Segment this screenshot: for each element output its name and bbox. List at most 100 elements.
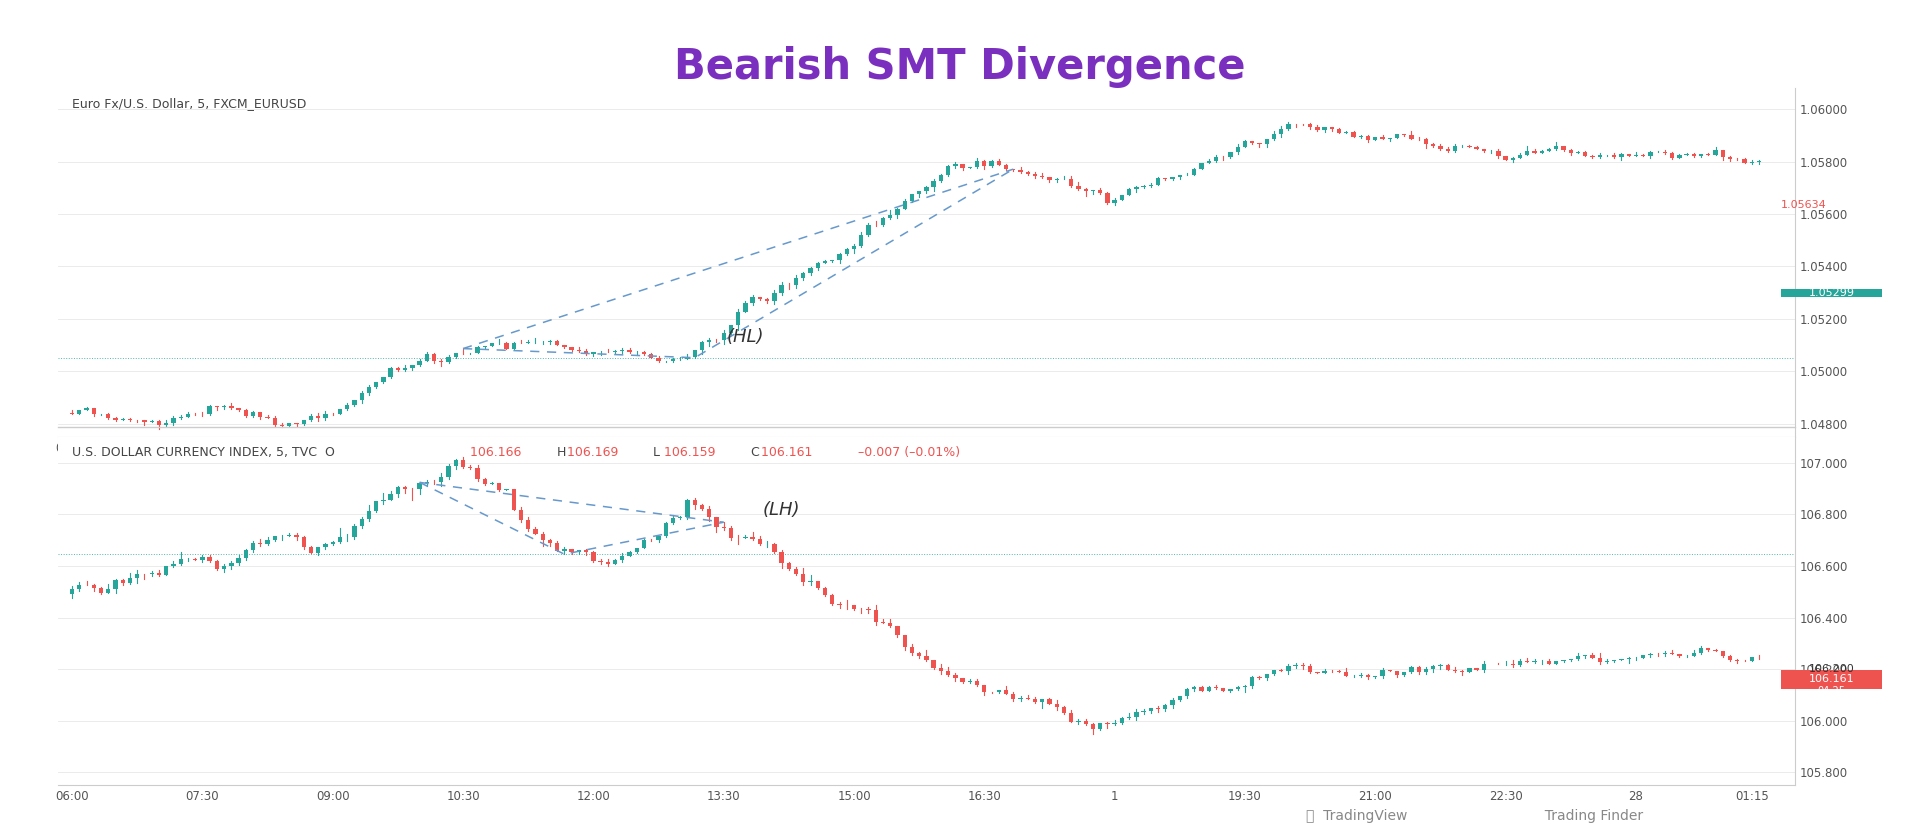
Bar <box>374 381 378 387</box>
Bar <box>1467 145 1471 147</box>
Bar <box>1069 179 1073 186</box>
Bar <box>294 535 300 537</box>
Bar <box>1213 686 1217 689</box>
Bar <box>620 556 624 560</box>
Bar <box>960 678 964 682</box>
Bar <box>1699 155 1703 156</box>
Bar <box>453 353 459 357</box>
Bar <box>576 349 582 351</box>
Bar <box>1352 132 1356 137</box>
Bar <box>628 350 632 352</box>
Text: 1.05634: 1.05634 <box>1780 200 1826 210</box>
Bar <box>129 578 132 583</box>
Bar <box>273 537 276 539</box>
Bar <box>918 192 922 194</box>
Bar <box>918 654 922 655</box>
Bar <box>236 559 240 564</box>
Bar <box>722 333 726 340</box>
Text: 106.061: 106.061 <box>1811 696 1853 706</box>
Bar <box>1171 177 1175 180</box>
Bar <box>1503 156 1507 160</box>
Bar <box>707 509 712 517</box>
Bar <box>417 483 422 490</box>
Bar <box>751 297 755 303</box>
Bar <box>1018 698 1023 699</box>
Text: 106.200: 106.200 <box>1809 664 1855 675</box>
Bar <box>1286 666 1290 670</box>
Bar <box>1012 694 1016 699</box>
Bar <box>599 560 603 563</box>
Text: Euro Fx/U.S. Dollar, 5, FXCM_EURUSD: Euro Fx/U.S. Dollar, 5, FXCM_EURUSD <box>71 97 305 110</box>
Bar <box>223 406 227 407</box>
Bar <box>505 343 509 349</box>
Bar <box>1033 699 1037 702</box>
Bar <box>657 358 660 361</box>
Bar <box>1713 649 1718 651</box>
Bar <box>685 500 689 517</box>
Bar <box>852 606 856 609</box>
Bar <box>1164 178 1167 180</box>
Bar <box>1511 664 1515 665</box>
Bar <box>1453 669 1457 670</box>
Bar <box>889 215 893 218</box>
Bar <box>1265 675 1269 678</box>
Bar <box>1062 707 1066 712</box>
Bar <box>772 544 776 552</box>
Bar <box>758 297 762 299</box>
Bar <box>1242 141 1248 147</box>
Bar <box>612 350 616 353</box>
Bar <box>591 352 595 354</box>
Bar <box>186 413 190 417</box>
Bar <box>1524 661 1530 662</box>
Bar <box>989 161 995 165</box>
Bar <box>1647 654 1653 655</box>
FancyBboxPatch shape <box>1780 669 1882 689</box>
Bar <box>511 490 516 510</box>
Bar <box>1271 134 1277 139</box>
Bar <box>584 351 588 354</box>
Bar <box>1597 658 1601 662</box>
Bar <box>1388 138 1392 139</box>
Bar <box>722 527 726 528</box>
Bar <box>829 596 835 604</box>
Bar <box>641 540 647 548</box>
Bar <box>1177 696 1183 700</box>
Bar <box>179 559 182 564</box>
Bar <box>975 681 979 685</box>
Bar <box>685 357 689 359</box>
Bar <box>975 160 979 167</box>
Bar <box>288 423 292 426</box>
Bar <box>1540 151 1544 153</box>
Bar <box>758 538 762 544</box>
Bar <box>171 564 175 565</box>
Bar <box>641 351 647 354</box>
Bar <box>1670 153 1674 158</box>
Bar <box>735 312 741 325</box>
Bar <box>563 549 566 551</box>
Bar <box>1148 708 1154 711</box>
Bar <box>129 419 132 420</box>
Bar <box>424 481 428 483</box>
Bar <box>547 540 553 543</box>
Bar <box>699 506 705 509</box>
Bar <box>780 552 783 564</box>
Bar <box>194 559 198 560</box>
Bar <box>693 350 697 357</box>
Bar <box>1077 186 1081 189</box>
Bar <box>273 417 276 425</box>
Text: 106.166: 106.166 <box>470 445 526 459</box>
Bar <box>1119 717 1123 722</box>
Bar <box>396 486 399 495</box>
Bar <box>960 164 964 168</box>
Bar <box>228 564 234 566</box>
Bar <box>1229 152 1233 157</box>
Bar <box>664 523 668 536</box>
Bar <box>1294 664 1298 666</box>
Bar <box>1156 178 1160 185</box>
Bar <box>163 565 169 575</box>
Bar <box>570 348 574 349</box>
Bar <box>1394 671 1400 675</box>
Bar <box>338 538 342 542</box>
Bar <box>1388 669 1392 671</box>
Bar <box>388 495 394 500</box>
